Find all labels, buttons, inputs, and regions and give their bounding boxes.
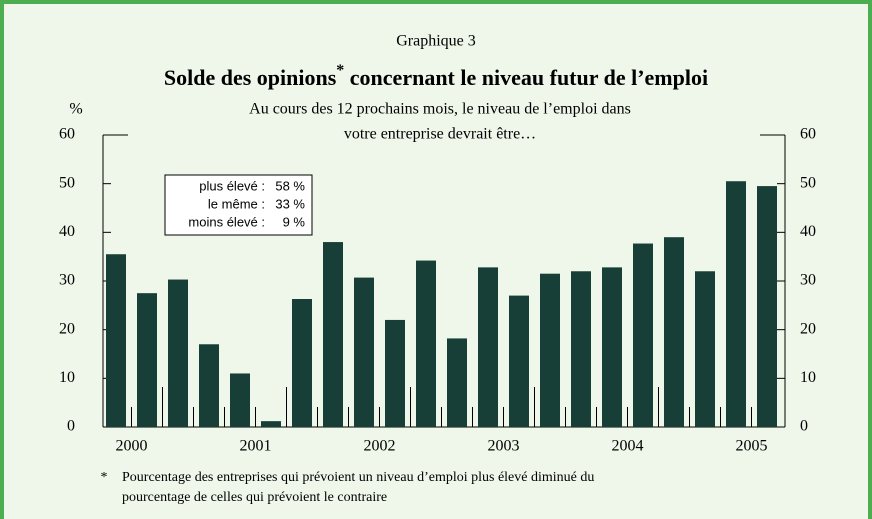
bar <box>757 186 777 427</box>
y-tick-label: 30 <box>800 272 816 289</box>
y-tick-label: 50 <box>800 174 816 191</box>
legend-label: moins élevé : <box>188 214 265 229</box>
bar <box>354 277 374 427</box>
bar <box>571 271 591 427</box>
bar <box>726 181 746 427</box>
footnote: Pourcentage des entreprises qui prévoien… <box>122 470 594 485</box>
chart-title: Solde des opinions* concernant le niveau… <box>164 62 708 90</box>
legend-label: le même : <box>208 196 265 211</box>
y-tick-label: 40 <box>59 223 75 240</box>
y-tick-label: 40 <box>800 223 816 240</box>
bar <box>633 243 653 427</box>
bar <box>695 271 715 427</box>
y-tick-label: 60 <box>800 126 816 143</box>
y-tick-label: 50 <box>59 174 75 191</box>
bar <box>168 279 188 427</box>
y-tick-label: 60 <box>59 126 75 143</box>
y-axis-label: % <box>69 101 82 118</box>
x-tick-label: 2004 <box>612 438 644 455</box>
subtitle: votre entreprise devrait être… <box>344 126 536 143</box>
y-tick-label: 0 <box>67 418 75 435</box>
chart-header: Graphique 3 <box>396 33 476 50</box>
subtitle: Au cours des 12 prochains mois, le nivea… <box>249 101 631 118</box>
bar <box>602 267 622 427</box>
bar <box>447 338 467 427</box>
y-tick-label: 20 <box>59 320 75 337</box>
bar <box>292 299 312 427</box>
title-part: Solde des opinions <box>164 65 337 90</box>
title-mark: * <box>336 62 344 79</box>
legend-value: 9 % <box>283 214 306 229</box>
bar <box>323 242 343 427</box>
bar <box>664 237 684 427</box>
y-tick-label: 10 <box>59 369 75 386</box>
bar <box>385 319 405 427</box>
bar <box>478 267 498 427</box>
title-part: concernant le niveau futur de l’emploi <box>344 65 708 90</box>
footnote-mark: * <box>101 470 108 485</box>
bar <box>230 373 250 427</box>
x-tick-label: 2000 <box>116 438 148 455</box>
legend-label: plus élevé : <box>199 178 265 193</box>
legend-box <box>164 174 313 236</box>
y-tick-label: 30 <box>59 272 75 289</box>
x-tick-label: 2002 <box>364 438 396 455</box>
bar <box>199 344 219 427</box>
x-tick-label: 2001 <box>240 438 272 455</box>
y-tick-label: 20 <box>800 320 816 337</box>
bar <box>509 295 529 427</box>
y-tick-label: 0 <box>800 418 808 435</box>
bar <box>106 254 126 427</box>
legend-value: 58 % <box>275 178 305 193</box>
x-tick-label: 2005 <box>736 438 768 455</box>
bar <box>261 421 281 427</box>
bar <box>416 260 436 427</box>
bar <box>540 273 560 427</box>
y-tick-label: 10 <box>800 369 816 386</box>
footnote: pourcentage de celles qui prévoient le c… <box>122 490 387 505</box>
bar <box>137 293 157 427</box>
legend-value: 33 % <box>275 196 305 211</box>
x-tick-label: 2003 <box>488 438 520 455</box>
